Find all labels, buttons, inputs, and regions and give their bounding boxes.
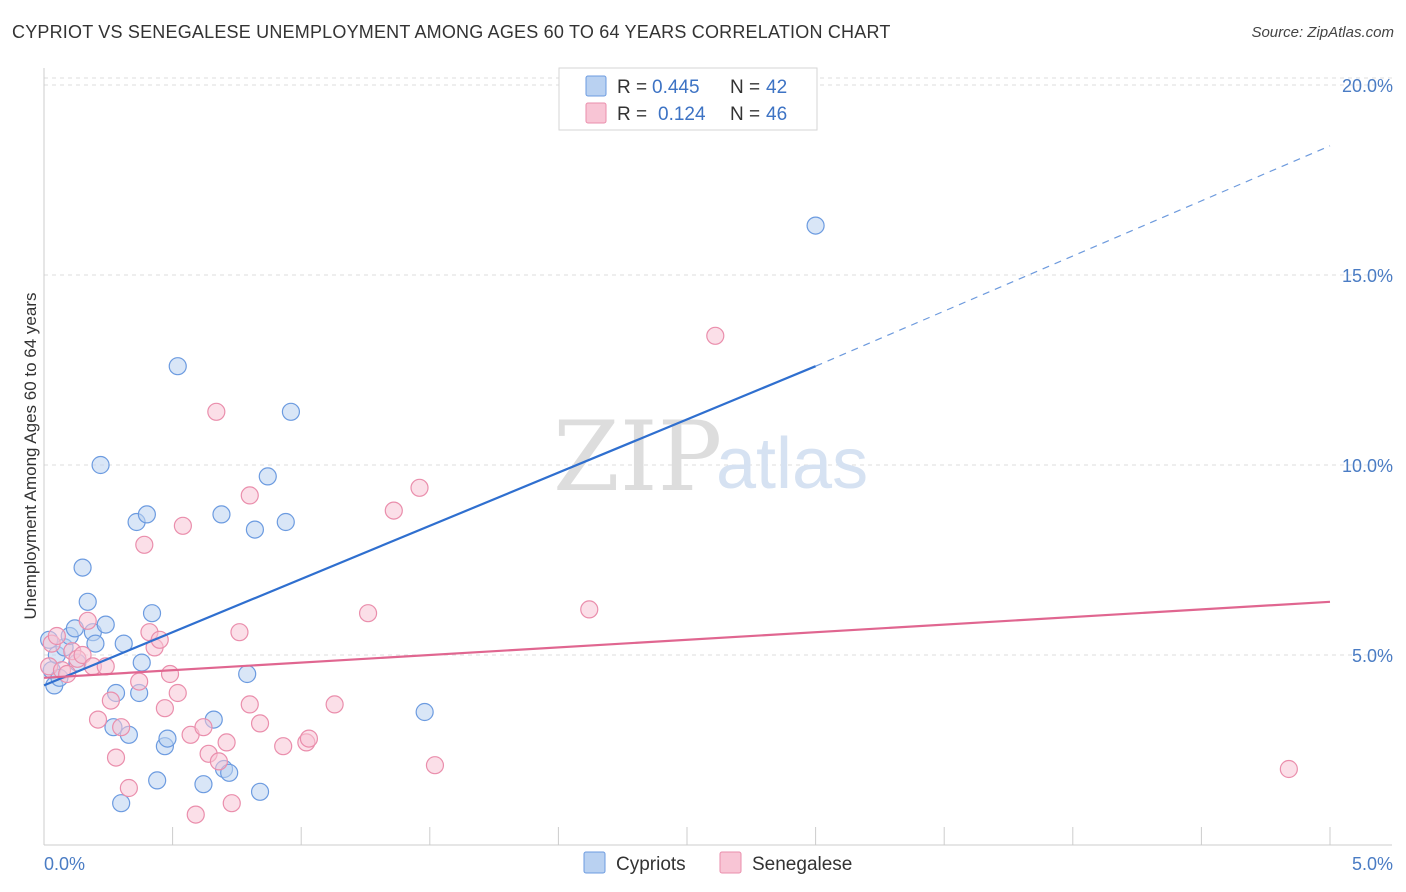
- cypriots-point-38: [276, 512, 295, 532]
- senegalese-point-2: [47, 626, 66, 646]
- senegalese-point-10: [88, 710, 108, 729]
- trend-lines: [43, 145, 1331, 687]
- senegalese-point-7: [73, 645, 92, 665]
- legend-r-label-senegalese: R =: [617, 104, 647, 125]
- axes: [43, 68, 1392, 846]
- senegalese-point-34: [240, 695, 259, 714]
- series-legend-label-senegalese: Senegalese: [752, 854, 852, 875]
- senegalese-point-12: [101, 691, 120, 710]
- series-legend-swatch-cypriots: [583, 851, 606, 874]
- senegalese-point-41: [358, 604, 378, 623]
- cypriots-point-9: [73, 558, 92, 577]
- legend-n-label-cypriots: N =: [730, 77, 760, 98]
- senegalese-point-16: [130, 672, 149, 691]
- grid-lines: [44, 77, 1392, 656]
- x-tick-label-0: 0.0%: [44, 854, 85, 874]
- cypriots-point-16: [112, 794, 131, 813]
- senegalese-point-24: [173, 516, 192, 535]
- cypriots-point-27: [158, 729, 177, 748]
- cypriots-point-39: [281, 402, 301, 421]
- watermark: ZIP atlas: [553, 401, 868, 513]
- senegalese-point-29: [207, 402, 226, 421]
- cypriots-point-21: [132, 653, 151, 672]
- cypriots-point-12: [86, 634, 105, 653]
- cypriots-point-28: [168, 357, 187, 376]
- y-tick-label-2: 15.0%: [1342, 266, 1393, 286]
- series-legend: Cypriots Senegalese: [583, 851, 852, 875]
- senegalese-point-17: [135, 535, 154, 554]
- senegalese-point-44: [425, 756, 445, 775]
- legend-n-value-senegalese: 46: [766, 104, 787, 125]
- senegalese-point-30: [209, 752, 228, 771]
- senegalese-point-22: [160, 664, 180, 684]
- senegalese-point-45: [580, 600, 599, 619]
- series-senegalese-points: [40, 326, 1298, 824]
- senegalese-point-8: [78, 611, 97, 630]
- legend-n-value-cypriots: 42: [766, 77, 787, 98]
- cypriots-point-23: [142, 604, 162, 623]
- senegalese-point-36: [240, 486, 259, 505]
- legend-r-label-cypriots: R =: [617, 77, 647, 98]
- senegalese-point-27: [194, 718, 213, 737]
- legend-swatch-senegalese: [585, 102, 607, 124]
- senegalese-point-39: [299, 729, 319, 748]
- cypriots-point-41: [806, 216, 825, 235]
- series-legend-swatch-senegalese: [719, 851, 742, 874]
- series-cypriots-points: [40, 216, 825, 813]
- cypriots-point-13: [91, 455, 110, 475]
- x-tick-labels: 0.0% 5.0%: [44, 854, 1393, 874]
- watermark-atlas: atlas: [716, 424, 868, 504]
- senegalese-point-31: [217, 733, 236, 752]
- senegalese-point-13: [106, 748, 126, 767]
- y-tick-label-0: 5.0%: [1352, 646, 1393, 666]
- cypriots-point-35: [245, 520, 265, 539]
- cypriots-trend-extension: [815, 145, 1331, 367]
- stats-legend: R = 0.445 N = 42 R = 0.124 N = 46: [558, 67, 818, 131]
- x-tick-label-1: 5.0%: [1352, 854, 1393, 874]
- senegalese-point-15: [119, 778, 138, 798]
- cypriots-trend-line: [43, 365, 817, 687]
- source-credit: Source: ZipAtlas.com: [1251, 24, 1394, 41]
- senegalese-trend-line: [43, 600, 1331, 679]
- senegalese-point-23: [168, 683, 187, 703]
- y-tick-labels: 5.0% 10.0% 15.0% 20.0%: [1342, 76, 1393, 666]
- series-legend-label-cypriots: Cypriots: [616, 854, 686, 875]
- legend-r-value-cypriots: 0.445: [652, 77, 700, 98]
- senegalese-point-35: [250, 714, 270, 733]
- senegalese-point-14: [112, 718, 131, 737]
- senegalese-point-43: [410, 478, 429, 497]
- cypriots-point-22: [137, 505, 156, 524]
- senegalese-point-40: [325, 695, 344, 714]
- senegalese-point-42: [384, 501, 403, 520]
- cypriots-point-34: [238, 664, 257, 684]
- cypriots-point-40: [415, 702, 434, 722]
- senegalese-point-32: [222, 794, 241, 813]
- chart-title: CYPRIOT VS SENEGALESE UNEMPLOYMENT AMONG…: [12, 22, 891, 42]
- senegalese-point-26: [186, 805, 205, 824]
- senegalese-point-46: [706, 326, 725, 345]
- y-axis-title: Unemployment Among Ages 60 to 64 years: [21, 293, 40, 620]
- y-tick-label-1: 10.0%: [1342, 456, 1393, 476]
- cypriots-point-24: [148, 771, 167, 790]
- cypriots-point-14: [96, 615, 115, 634]
- senegalese-point-21: [155, 699, 174, 718]
- senegalese-point-37: [274, 737, 293, 756]
- cypriots-point-10: [78, 592, 97, 611]
- legend-n-label-senegalese: N =: [730, 104, 760, 125]
- cypriots-point-31: [212, 505, 231, 524]
- legend-swatch-cypriots: [585, 75, 607, 97]
- cypriots-point-33: [220, 763, 239, 782]
- y-tick-label-3: 20.0%: [1342, 76, 1393, 96]
- senegalese-point-33: [230, 623, 249, 642]
- watermark-zip: ZIP: [553, 401, 722, 513]
- senegalese-point-47: [1279, 759, 1298, 779]
- cypriots-point-37: [258, 467, 277, 486]
- cypriots-point-36: [250, 782, 270, 801]
- legend-r-value-senegalese: 0.124: [658, 104, 706, 125]
- cypriots-point-29: [194, 775, 213, 794]
